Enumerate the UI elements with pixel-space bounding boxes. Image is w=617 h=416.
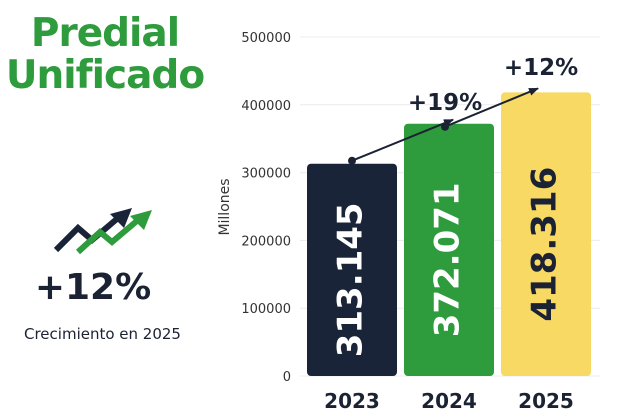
x-axis-categories: 2023 2024 2025 [324,389,574,413]
bar-2023 [307,163,397,376]
y-axis-ticks: 0 100000 200000 300000 400000 500000 [241,31,291,385]
kpi-value: +12% [34,267,152,308]
growth-label: +12% [504,55,578,81]
bar-value-label: 313.145 [331,202,371,357]
bar-2024 [404,123,494,376]
y-tick-label: 100000 [241,302,291,317]
x-category-label: 2024 [421,389,477,413]
growth-arrow [351,118,454,162]
bar-value-label: 418.316 [525,167,565,322]
page-title-line-2: Unificado [5,53,205,98]
x-category-label: 2025 [518,389,574,413]
y-tick-label: 400000 [241,99,291,114]
kpi-caption: Crecimiento en 2025 [24,325,181,343]
y-tick-label: 500000 [241,31,291,46]
page-title-line-1: Predial [30,11,180,56]
growth-label: +19% [408,90,482,116]
growth-point [441,122,449,131]
chart-bars [307,92,591,377]
y-tick-label: 300000 [241,167,291,182]
y-tick-label: 0 [283,370,291,385]
x-category-label: 2023 [324,389,380,413]
y-tick-label: 200000 [241,234,291,249]
growth-arrow [444,87,539,128]
growth-point [348,156,356,165]
bar-value-label: 372.071 [428,182,468,337]
bar-value-labels: 313.145 372.071 418.316 [331,167,565,358]
growth-annotations: +19% +12% [348,55,578,165]
y-axis-label: Millones [217,178,233,235]
bar-2025 [501,92,591,377]
growth-arrows-icon [53,208,152,255]
